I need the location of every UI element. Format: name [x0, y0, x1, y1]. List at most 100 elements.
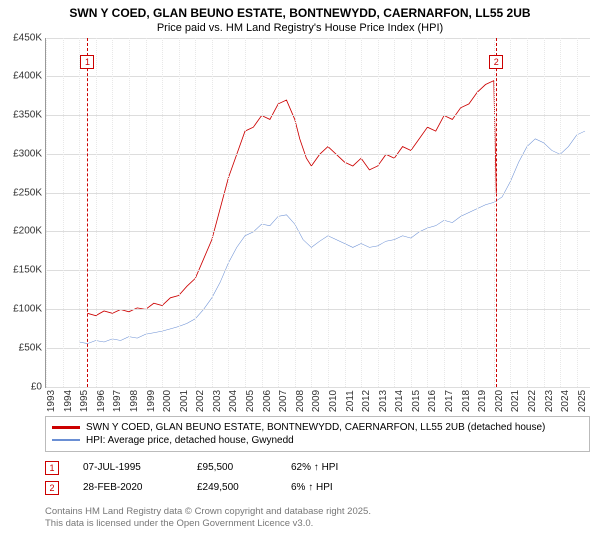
data-point-hpi: 6% ↑ HPI: [291, 482, 333, 493]
gridline-v: [394, 38, 395, 387]
y-axis-label: £0: [31, 381, 46, 392]
x-axis-label: 2010: [328, 389, 339, 411]
gridline-v: [411, 38, 412, 387]
x-axis-label: 2000: [162, 389, 173, 411]
gridline-v: [245, 38, 246, 387]
gridline-v: [461, 38, 462, 387]
gridline-v: [477, 38, 478, 387]
x-axis-label: 2023: [544, 389, 555, 411]
y-axis-label: £450K: [13, 32, 46, 43]
gridline-h: [46, 348, 590, 349]
data-point-row: 107-JUL-1995£95,50062% ↑ HPI: [45, 458, 590, 478]
gridline-v: [311, 38, 312, 387]
y-axis-label: £200K: [13, 226, 46, 237]
gridline-v: [179, 38, 180, 387]
gridline-h: [46, 231, 590, 232]
gridline-h: [46, 309, 590, 310]
gridline-h: [46, 387, 590, 388]
marker-line-1: [87, 38, 88, 387]
attribution-line2: This data is licensed under the Open Gov…: [45, 518, 590, 530]
x-axis-label: 1993: [46, 389, 57, 411]
data-point-price: £249,500: [197, 482, 267, 493]
x-axis-label: 2009: [311, 389, 322, 411]
x-axis-label: 2012: [361, 389, 372, 411]
gridline-v: [96, 38, 97, 387]
gridline-v: [345, 38, 346, 387]
gridline-v: [527, 38, 528, 387]
gridline-v: [195, 38, 196, 387]
x-axis-label: 2004: [228, 389, 239, 411]
x-axis-label: 2017: [444, 389, 455, 411]
x-axis-label: 2018: [461, 389, 472, 411]
legend-label: SWN Y COED, GLAN BEUNO ESTATE, BONTNEWYD…: [86, 422, 545, 433]
x-axis-label: 2002: [195, 389, 206, 411]
x-axis-label: 2022: [527, 389, 538, 411]
gridline-v: [427, 38, 428, 387]
y-axis-label: £100K: [13, 304, 46, 315]
gridline-v: [361, 38, 362, 387]
gridline-v: [262, 38, 263, 387]
data-point-marker: 2: [45, 481, 59, 495]
data-point-price: £95,500: [197, 462, 267, 473]
y-axis-label: £350K: [13, 110, 46, 121]
gridline-v: [228, 38, 229, 387]
attribution-line1: Contains HM Land Registry data © Crown c…: [45, 506, 590, 518]
gridline-h: [46, 115, 590, 116]
x-axis-label: 2016: [427, 389, 438, 411]
gridline-v: [79, 38, 80, 387]
x-axis-label: 1994: [63, 389, 74, 411]
attribution: Contains HM Land Registry data © Crown c…: [45, 506, 590, 531]
chart-container: SWN Y COED, GLAN BEUNO ESTATE, BONTNEWYD…: [0, 0, 600, 560]
chart-title-line2: Price paid vs. HM Land Registry's House …: [0, 22, 600, 38]
y-axis-label: £150K: [13, 265, 46, 276]
x-axis-label: 2013: [378, 389, 389, 411]
marker-box-1: 1: [80, 55, 94, 69]
x-axis-label: 2005: [245, 389, 256, 411]
y-axis-label: £250K: [13, 187, 46, 198]
gridline-v: [212, 38, 213, 387]
gridline-v: [146, 38, 147, 387]
gridline-v: [510, 38, 511, 387]
gridline-h: [46, 270, 590, 271]
gridline-v: [494, 38, 495, 387]
gridline-v: [162, 38, 163, 387]
gridline-v: [444, 38, 445, 387]
marker-line-2: [496, 38, 497, 387]
x-axis-label: 2025: [577, 389, 588, 411]
marker-box-2: 2: [489, 55, 503, 69]
gridline-h: [46, 38, 590, 39]
x-axis-label: 2015: [411, 389, 422, 411]
gridline-v: [46, 38, 47, 387]
series-lines: [46, 38, 590, 387]
gridline-v: [63, 38, 64, 387]
x-axis-label: 1997: [112, 389, 123, 411]
legend-swatch: [52, 439, 80, 441]
x-axis-label: 2020: [494, 389, 505, 411]
gridline-h: [46, 154, 590, 155]
gridline-v: [129, 38, 130, 387]
gridline-v: [560, 38, 561, 387]
gridline-v: [577, 38, 578, 387]
legend-row: SWN Y COED, GLAN BEUNO ESTATE, BONTNEWYD…: [52, 421, 583, 434]
x-axis-label: 2007: [278, 389, 289, 411]
x-axis-label: 2006: [262, 389, 273, 411]
data-point-table: 107-JUL-1995£95,50062% ↑ HPI228-FEB-2020…: [45, 458, 590, 498]
x-axis-label: 1998: [129, 389, 140, 411]
legend-label: HPI: Average price, detached house, Gwyn…: [86, 435, 294, 446]
data-point-date: 07-JUL-1995: [83, 462, 173, 473]
series-hpi: [79, 131, 585, 344]
gridline-v: [278, 38, 279, 387]
legend-row: HPI: Average price, detached house, Gwyn…: [52, 434, 583, 447]
x-axis-label: 2008: [295, 389, 306, 411]
data-point-marker: 1: [45, 461, 59, 475]
y-axis-label: £400K: [13, 71, 46, 82]
gridline-v: [295, 38, 296, 387]
legend: SWN Y COED, GLAN BEUNO ESTATE, BONTNEWYD…: [45, 416, 590, 452]
data-point-row: 228-FEB-2020£249,5006% ↑ HPI: [45, 478, 590, 498]
legend-swatch: [52, 426, 80, 429]
gridline-v: [328, 38, 329, 387]
gridline-v: [112, 38, 113, 387]
gridline-v: [544, 38, 545, 387]
gridline-v: [378, 38, 379, 387]
gridline-h: [46, 76, 590, 77]
